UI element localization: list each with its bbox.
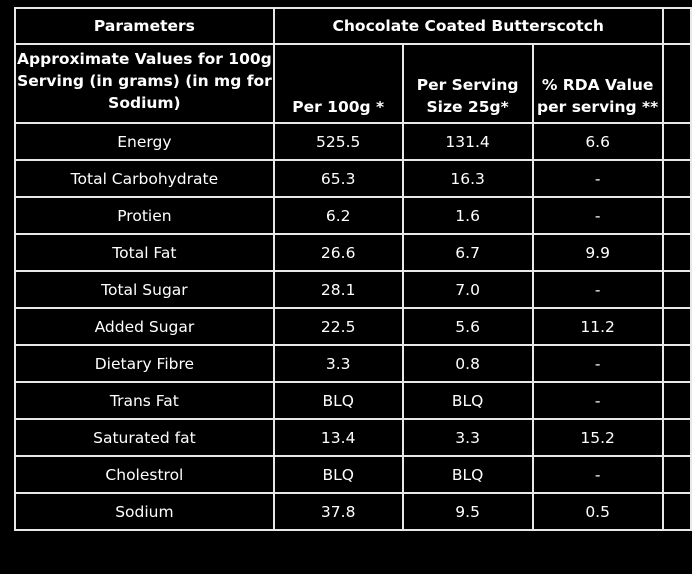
- per-serving-value: 1.6: [401, 196, 534, 235]
- extra-column-cell: [661, 233, 692, 272]
- extra-column-cell: [661, 344, 692, 383]
- per-100g-value: 525.5: [272, 122, 404, 161]
- nutrient-name: Protien: [14, 196, 275, 235]
- table-row: Total Sugar 28.1 7.0-: [14, 270, 692, 309]
- per-100g-value: 26.6: [272, 233, 404, 272]
- extra-column-cell: [661, 307, 692, 346]
- table-row: Total Carbohydrate 65.3 16.3-: [14, 159, 692, 198]
- per-100g-value: BLQ: [272, 455, 404, 494]
- rda-value: 0.5: [531, 492, 664, 531]
- per-serving-value: 7.0: [401, 270, 534, 309]
- per-serving-value: 131.4: [401, 122, 534, 161]
- extra-column-cell: [661, 7, 692, 45]
- header-approx-values: Approximate Values for 100g Serving (in …: [14, 43, 275, 124]
- nutrient-name: Energy: [14, 122, 275, 161]
- rda-value: -: [531, 270, 664, 309]
- nutrient-name: Cholestrol: [14, 455, 275, 494]
- per-serving-value: 0.8: [401, 344, 534, 383]
- nutrient-rows: Energy 525.5 131.4 6.6 Total Carbohydrate 65.…: [14, 122, 692, 531]
- per-100g-value: 6.2: [272, 196, 404, 235]
- nutrient-name: Total Fat: [14, 233, 275, 272]
- rda-value: -: [531, 381, 664, 420]
- per-100g-value: 65.3: [272, 159, 404, 198]
- table-row: Sodium 37.8 9.5 0.5: [14, 492, 692, 531]
- extra-column-cell: [661, 492, 692, 531]
- nutrient-name: Trans Fat: [14, 381, 275, 420]
- per-serving-value: BLQ: [401, 381, 534, 420]
- extra-column-cell: [661, 159, 692, 198]
- extra-column-cell: [661, 381, 692, 420]
- rda-value: -: [531, 344, 664, 383]
- extra-column-cell: [661, 43, 692, 124]
- table-row: Energy 525.5 131.4 6.6: [14, 122, 692, 161]
- per-serving-value: 3.3: [401, 418, 534, 457]
- per-100g-value: BLQ: [272, 381, 404, 420]
- extra-column-cell: [661, 122, 692, 161]
- table-row: Saturated fat 13.4 3.3 15.2: [14, 418, 692, 457]
- rda-value: -: [531, 196, 664, 235]
- per-100g-value: 3.3: [272, 344, 404, 383]
- table-row: Cholestrol BLQ BLQ -: [14, 455, 692, 494]
- per-serving-value: BLQ: [401, 455, 534, 494]
- per-100g-value: 22.5: [272, 307, 404, 346]
- nutrition-table: Parameters Chocolate Coated Butterscotch…: [14, 7, 692, 531]
- per-serving-value: 9.5: [401, 492, 534, 531]
- header-parameters: Parameters: [14, 7, 275, 45]
- table-row: Trans Fat BLQ BLQ -: [14, 381, 692, 420]
- per-serving-value: 16.3: [401, 159, 534, 198]
- nutrient-name: Total Carbohydrate: [14, 159, 275, 198]
- extra-column-cell: [661, 455, 692, 494]
- per-serving-value: 5.6: [401, 307, 534, 346]
- table-row: Added Sugar 22.5 5.6 11.2: [14, 307, 692, 346]
- per-100g-value: 13.4: [272, 418, 404, 457]
- nutrient-name: Added Sugar: [14, 307, 275, 346]
- nutrient-name: Dietary Fibre: [14, 344, 275, 383]
- table-row: Dietary Fibre 3.3 0.8-: [14, 344, 692, 383]
- rda-value: 6.6: [531, 122, 664, 161]
- per-100g-value: 37.8: [272, 492, 404, 531]
- rda-value: 9.9: [531, 233, 664, 272]
- extra-column-cell: [661, 196, 692, 235]
- nutrient-name: Saturated fat: [14, 418, 275, 457]
- table-row: Protien 6.2 1.6-: [14, 196, 692, 235]
- header-per-100g: Per 100g *: [272, 43, 404, 124]
- rda-value: -: [531, 455, 664, 494]
- per-100g-value: 28.1: [272, 270, 404, 309]
- nutrient-name: Sodium: [14, 492, 275, 531]
- per-serving-value: 6.7: [401, 233, 534, 272]
- table-row: Total Fat 26.6 6.7 9.9: [14, 233, 692, 272]
- rda-value: 15.2: [531, 418, 664, 457]
- header-product-name: Chocolate Coated Butterscotch: [272, 7, 664, 45]
- header-rda: % RDA Value per serving **: [531, 43, 664, 124]
- nutrient-name: Total Sugar: [14, 270, 275, 309]
- rda-value: -: [531, 159, 664, 198]
- extra-column-cell: [661, 418, 692, 457]
- extra-column-cell: [661, 270, 692, 309]
- rda-value: 11.2: [531, 307, 664, 346]
- header-per-serving: Per Serving Size 25g*: [401, 43, 534, 124]
